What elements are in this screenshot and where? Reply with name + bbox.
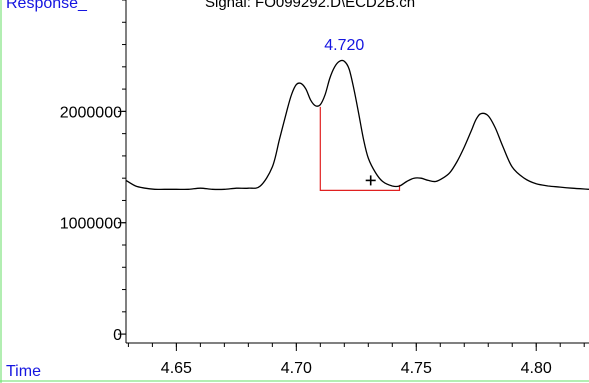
signal-trace	[125, 59, 589, 191]
x-tick-label: 4.65	[161, 360, 192, 377]
x-tick-label: 4.70	[281, 360, 312, 377]
integration-baseline	[319, 106, 401, 191]
x-axis-title: Time	[6, 363, 41, 380]
y-axis-title: Response_	[6, 0, 88, 12]
tick-layer: 4.65 4.70 4.75 4.80 0 1000000 2000000	[60, 0, 585, 377]
crosshair-marker	[365, 175, 376, 186]
y-tick-label: 0	[113, 327, 122, 344]
x-tick-label: 4.80	[521, 360, 552, 377]
x-tick-label: 4.75	[401, 360, 432, 377]
peak-label: 4.720	[324, 37, 364, 54]
signal-title: Signal: FO099292.D\ECD2B.ch	[205, 0, 415, 11]
y-tick-label: 1000000	[60, 216, 122, 233]
mark-layer: 4.720	[125, 37, 589, 191]
y-tick-label: 2000000	[60, 104, 122, 121]
